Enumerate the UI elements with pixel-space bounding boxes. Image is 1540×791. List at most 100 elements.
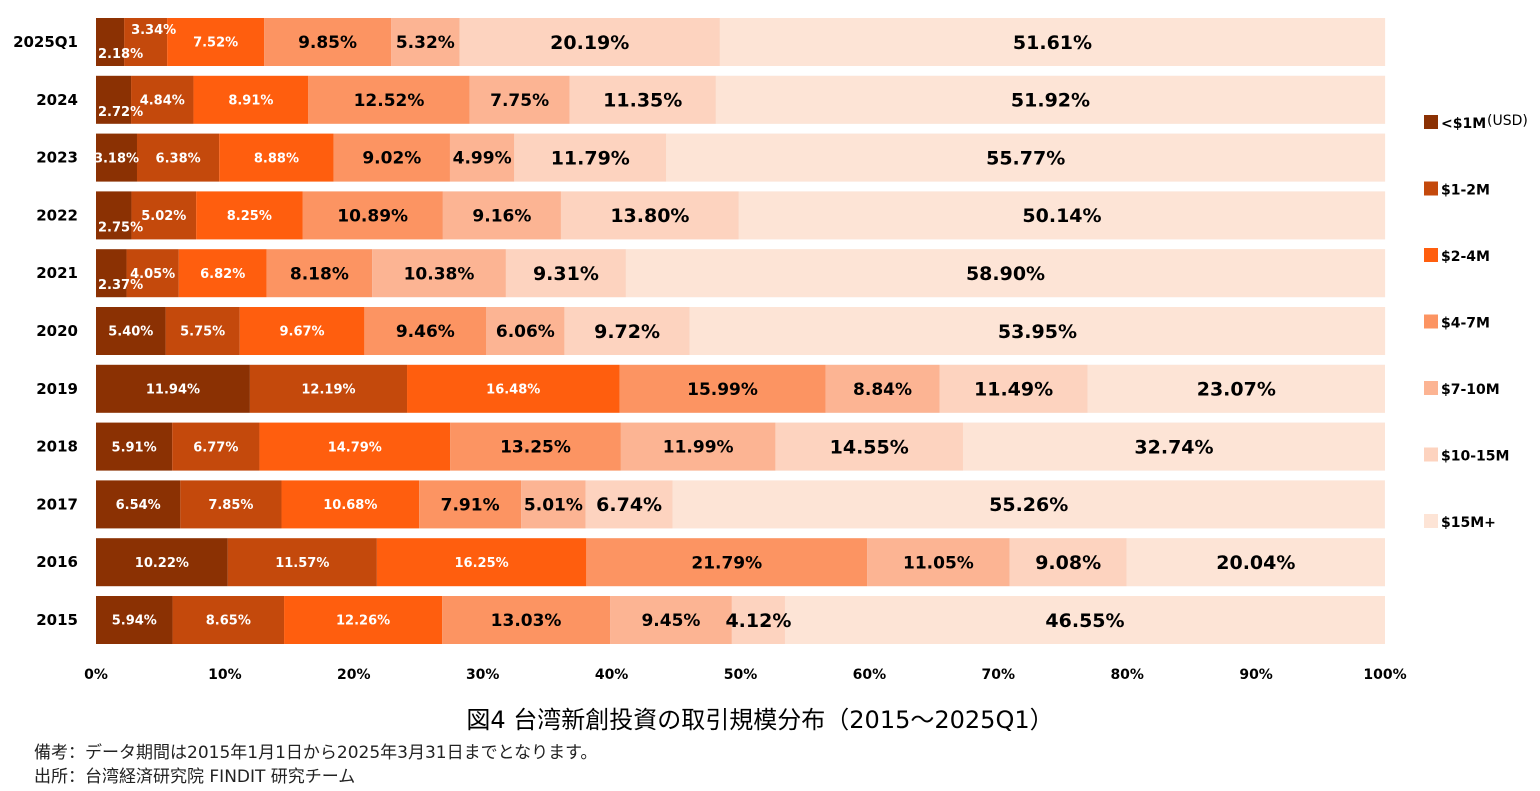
bar-segment-2021-3 bbox=[178, 249, 267, 298]
bar-segment-2024-4 bbox=[308, 75, 470, 124]
legend-swatch-3 bbox=[1424, 248, 1438, 262]
x-tick-label-6: 60% bbox=[853, 667, 887, 683]
data-label-2024-4: 12.52% bbox=[354, 91, 425, 111]
data-label-2020-4: 9.46% bbox=[396, 322, 455, 342]
bar-segment-2018-1 bbox=[96, 422, 173, 471]
bar-segment-2017-3 bbox=[281, 480, 420, 529]
data-label-2019-3: 16.48% bbox=[486, 382, 540, 397]
data-label-2025Q1-1: 2.18% bbox=[98, 47, 143, 62]
data-label-2016-3: 16.25% bbox=[455, 556, 509, 571]
data-label-2017-4: 7.91% bbox=[441, 496, 500, 516]
bar-segment-2023-1 bbox=[96, 133, 137, 182]
bar-segment-2020-4 bbox=[364, 307, 487, 355]
stacked-bar-chart: 2.18% 3.34% 7.52% 9.85% 5.32% 20.19% 51.61% 202… bbox=[13, 18, 1528, 683]
data-label-2025Q1-7: 51.61% bbox=[1013, 32, 1092, 54]
bar-segment-2025Q1-7 bbox=[719, 18, 1386, 66]
data-label-2015-6: 4.12% bbox=[725, 610, 791, 632]
bar-segment-2024-5 bbox=[469, 75, 570, 124]
bar-segment-2017-4 bbox=[419, 480, 522, 529]
bar-segment-2022-4 bbox=[302, 191, 443, 240]
data-label-2024-6: 11.35% bbox=[603, 90, 682, 112]
bar-segment-2018-5 bbox=[620, 422, 776, 471]
bar-segment-2017-6 bbox=[585, 480, 673, 529]
bar-segment-2023-7 bbox=[666, 133, 1386, 182]
data-label-2024-1: 2.72% bbox=[98, 105, 143, 120]
data-label-2018-3: 14.79% bbox=[328, 440, 382, 455]
data-label-2015-4: 13.03% bbox=[491, 611, 562, 631]
chart-title: 図4 台湾新創投資の取引規模分布（2015～2025Q1） bbox=[466, 706, 1054, 734]
data-label-2023-6: 11.79% bbox=[551, 147, 630, 169]
bar-segment-2022-1 bbox=[96, 191, 132, 240]
data-label-2018-5: 11.99% bbox=[663, 438, 734, 458]
bar-segment-2023-2 bbox=[136, 133, 220, 182]
bar-segment-2023-6 bbox=[514, 133, 667, 182]
legend-label-7: $15M+ bbox=[1441, 515, 1496, 531]
bar-segment-2016-4 bbox=[586, 538, 868, 587]
category-label-2021: 2021 bbox=[36, 264, 78, 282]
bar-segment-2024-2 bbox=[131, 75, 194, 124]
category-label-2022: 2022 bbox=[36, 206, 78, 224]
data-label-2017-1: 6.54% bbox=[116, 498, 161, 513]
legend-label-3: $2-4M bbox=[1441, 249, 1490, 265]
data-label-2024-5: 7.75% bbox=[490, 91, 549, 111]
data-label-2021-7: 58.90% bbox=[966, 263, 1045, 285]
bar-segment-2024-1 bbox=[96, 75, 132, 124]
bar-segment-2018-3 bbox=[259, 422, 451, 471]
bar-segment-2016-1 bbox=[96, 538, 228, 587]
data-label-2015-1: 5.94% bbox=[112, 614, 157, 629]
category-label-2015: 2015 bbox=[36, 611, 78, 629]
legend-label-5: $7-10M bbox=[1441, 382, 1500, 398]
bar-segment-2019-1 bbox=[96, 364, 250, 413]
legend-swatch-5 bbox=[1424, 381, 1438, 395]
bar-segment-2018-6 bbox=[775, 422, 963, 471]
data-label-2015-3: 12.26% bbox=[336, 614, 390, 629]
bar-segment-2017-5 bbox=[521, 480, 586, 529]
data-label-2024-2: 4.84% bbox=[140, 93, 185, 108]
bar-segment-2020-1 bbox=[96, 307, 166, 355]
legend-label-4: $4-7M bbox=[1441, 316, 1490, 332]
data-label-2024-3: 8.91% bbox=[228, 93, 273, 108]
bar-segment-2019-5 bbox=[825, 364, 940, 413]
data-label-2016-6: 9.08% bbox=[1035, 552, 1101, 574]
bar-segment-2020-6 bbox=[564, 307, 690, 355]
bar-segment-2022-7 bbox=[738, 191, 1386, 240]
bar-segment-2021-1 bbox=[96, 249, 127, 298]
x-tick-label-5: 50% bbox=[724, 667, 758, 683]
x-tick-label-3: 30% bbox=[466, 667, 500, 683]
category-label-2017: 2017 bbox=[36, 495, 78, 513]
bar-segment-2019-4 bbox=[619, 364, 826, 413]
bar-segment-2025Q1-5 bbox=[391, 18, 460, 66]
bar-segment-2016-6 bbox=[1009, 538, 1127, 587]
data-label-2019-7: 23.07% bbox=[1197, 379, 1276, 401]
source-note: 出所：台湾経済研究院 FINDIT 研究チーム bbox=[34, 767, 356, 787]
data-label-2024-7: 51.92% bbox=[1011, 90, 1090, 112]
data-label-2017-3: 10.68% bbox=[323, 498, 377, 513]
bar-segment-2015-2 bbox=[172, 596, 285, 644]
data-label-2023-2: 6.38% bbox=[156, 151, 201, 166]
bar-segment-2019-7 bbox=[1087, 364, 1385, 413]
data-label-2018-1: 5.91% bbox=[112, 440, 157, 455]
category-label-2018: 2018 bbox=[36, 438, 78, 456]
legend-label-2: $1-2M bbox=[1441, 183, 1490, 199]
data-label-2018-6: 14.55% bbox=[830, 436, 909, 458]
data-label-2017-5: 5.01% bbox=[524, 496, 583, 516]
data-label-2021-2: 4.05% bbox=[130, 267, 175, 282]
bar-segment-2025Q1-6 bbox=[459, 18, 720, 66]
legend-swatch-2 bbox=[1424, 181, 1438, 196]
data-label-2019-2: 12.19% bbox=[301, 382, 355, 397]
bar-segment-2020-3 bbox=[239, 307, 365, 355]
data-label-2016-7: 20.04% bbox=[1216, 552, 1295, 574]
bar-segment-2019-2 bbox=[249, 364, 408, 413]
x-tick-label-7: 70% bbox=[982, 667, 1016, 683]
bar-segment-2021-4 bbox=[266, 249, 373, 298]
x-tick-label-2: 20% bbox=[337, 667, 371, 683]
data-label-2017-7: 55.26% bbox=[989, 494, 1068, 516]
bar-segment-2015-4 bbox=[442, 596, 611, 644]
bar-segment-2024-3 bbox=[193, 75, 309, 124]
data-label-2023-1: 3.18% bbox=[94, 151, 139, 166]
data-label-2020-7: 53.95% bbox=[998, 321, 1077, 343]
data-label-2015-2: 8.65% bbox=[206, 614, 251, 629]
data-label-2022-6: 13.80% bbox=[610, 205, 689, 227]
bar-segment-2023-4 bbox=[333, 133, 450, 182]
category-label-2023: 2023 bbox=[36, 149, 78, 167]
